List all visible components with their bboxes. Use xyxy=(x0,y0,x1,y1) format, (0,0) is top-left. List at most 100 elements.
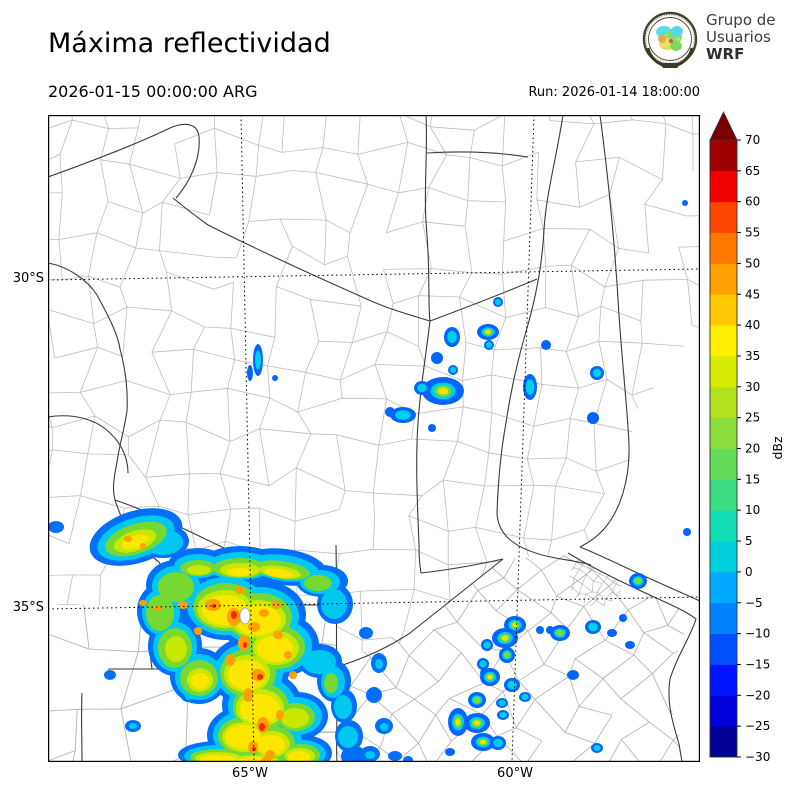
radar-cell xyxy=(417,383,427,393)
valid-time-label: 2026-01-15 00:00:00 ARG xyxy=(48,82,258,101)
colorbar-segment xyxy=(710,664,737,696)
logo-line-1: Grupo de xyxy=(706,11,776,29)
colorbar-segment xyxy=(710,140,737,172)
radar-cell xyxy=(536,626,544,634)
colorbar-segment xyxy=(710,510,737,542)
colorbar-tick-label: −15 xyxy=(745,657,770,671)
colorbar-tick-label: −5 xyxy=(745,596,763,610)
radar-cell xyxy=(592,368,602,378)
radar-cell xyxy=(473,720,481,726)
page-title: Máxima reflectividad xyxy=(48,28,331,59)
department-boundaries xyxy=(337,555,696,762)
colorbar-segment xyxy=(710,170,737,203)
colorbar-segment xyxy=(710,633,737,665)
colorbar-tick-label: −10 xyxy=(745,627,770,641)
gridline-35s xyxy=(47,596,701,610)
radar-cell xyxy=(541,340,551,350)
radar-cell xyxy=(493,738,503,748)
radar-cell xyxy=(619,614,627,622)
colorbar-segment xyxy=(710,355,737,388)
colorbar-segment xyxy=(710,386,737,419)
radar-cell xyxy=(507,680,517,690)
colorbar-segment xyxy=(710,263,737,295)
colorbar-segment xyxy=(710,695,737,727)
run-time-label: Run: 2026-01-14 18:00:00 xyxy=(528,85,700,100)
radar-cells xyxy=(247,200,691,756)
radar-cell xyxy=(480,739,486,745)
colorbar-tick-label: 20 xyxy=(745,442,760,456)
graticule xyxy=(47,114,701,763)
logo-radar-blobs xyxy=(656,26,683,51)
lat-label-30s: 30°S xyxy=(12,271,44,286)
colorbar-segment xyxy=(710,726,737,758)
logo-text: Grupo de Usuarios WRF xyxy=(706,12,776,63)
colorbar-tick-label: −30 xyxy=(745,750,770,764)
radar-cell xyxy=(682,200,688,206)
radar-cell xyxy=(483,641,491,649)
radar-cell xyxy=(588,622,598,632)
colorbar-tick-label: 40 xyxy=(745,318,760,332)
radar-cell xyxy=(445,748,455,756)
reflectivity-map xyxy=(47,114,701,771)
colorbar-tick-label: 5 xyxy=(745,534,753,548)
colorbar-tick-label: 65 xyxy=(745,164,760,178)
radar-cell xyxy=(521,694,529,700)
radar-cell xyxy=(479,660,487,668)
colorbar-tick-label: 50 xyxy=(745,256,760,270)
colorbar-segment xyxy=(710,571,737,604)
salt-lake xyxy=(239,607,251,625)
colorbar-tick-label: 0 xyxy=(745,565,753,579)
radar-cell xyxy=(447,331,457,343)
colorbar-segment xyxy=(710,201,737,233)
lon-label-65w: 65°W xyxy=(232,766,268,781)
colorbar-tick-label: 55 xyxy=(745,226,760,240)
colorbar-segment xyxy=(710,602,737,634)
colorbar-tick-label: 15 xyxy=(745,472,760,486)
colorbar-segment xyxy=(710,479,737,511)
colorbar-segment xyxy=(710,448,737,480)
colorbar-arrow xyxy=(709,111,738,141)
radar-cell xyxy=(255,350,261,370)
radar-cell xyxy=(495,299,501,305)
radar-cell xyxy=(431,352,443,364)
radar-cell xyxy=(455,718,461,726)
lon-label-60w: 60°W xyxy=(497,766,533,781)
radar-cell xyxy=(487,674,493,680)
storm-layer-red xyxy=(212,604,265,751)
radar-cell xyxy=(593,745,601,751)
colorbar-tick-label: 10 xyxy=(745,503,760,517)
radar-cell xyxy=(501,635,509,641)
colorbar: 70 65 60 55 50 45 40 35 30 25 20 15 10 5 0 −5 −10 −15 −20−… xyxy=(704,100,800,780)
radar-cell xyxy=(607,629,617,637)
radar-cell xyxy=(473,696,481,704)
radar-cell xyxy=(634,577,642,585)
colorbar-segment xyxy=(710,325,737,357)
colorbar-tick-label: 35 xyxy=(745,349,760,363)
storm-complex xyxy=(48,508,413,771)
radar-cell xyxy=(567,670,579,680)
colorbar-tick-label: 60 xyxy=(745,195,760,209)
radar-cell xyxy=(450,367,456,373)
radar-cell xyxy=(395,410,411,420)
radar-cell xyxy=(498,700,506,706)
logo-line-2: Usuarios xyxy=(706,28,771,46)
colorbar-tick-label: 70 xyxy=(745,133,760,147)
radar-cell xyxy=(437,387,449,395)
colorbar-unit-label: dBz xyxy=(770,436,785,460)
radar-cell xyxy=(486,342,492,348)
radar-cell xyxy=(503,651,511,659)
colorbar-svg: 7065605550454035302520151050−5−10−15−20−… xyxy=(709,111,785,764)
gridline-60w xyxy=(511,114,535,763)
colorbar-tick-label: 45 xyxy=(745,287,760,301)
radar-cell xyxy=(625,641,635,649)
radar-cell xyxy=(525,379,535,395)
colorbar-tick-label: −25 xyxy=(745,719,770,733)
map-area xyxy=(47,114,701,771)
radar-cell xyxy=(272,375,278,381)
lat-label-35s: 35°S xyxy=(12,600,44,615)
radar-cell xyxy=(556,629,564,637)
gridline-30s xyxy=(47,268,701,281)
colorbar-segment xyxy=(710,232,737,264)
radar-cell xyxy=(385,407,395,417)
